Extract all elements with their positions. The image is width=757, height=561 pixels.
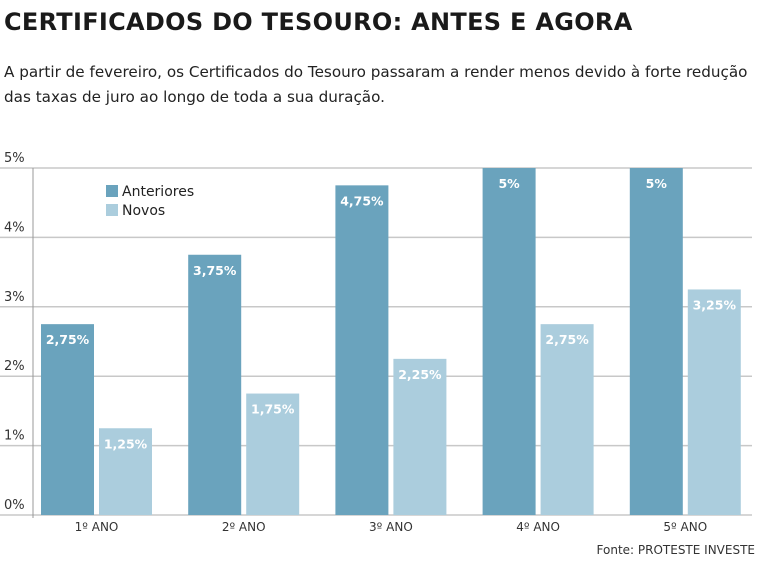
chart-subtitle: A partir de fevereiro, os Certificados d… [4,63,748,106]
bar-anteriores [335,185,389,515]
y-tick-label: 5% [4,151,25,166]
legend-label: Anteriores [122,184,194,200]
y-tick-label: 2% [4,359,25,374]
data-label: 2,25% [398,367,442,382]
x-tick-label: 2º ANO [222,520,266,534]
bar-novos [687,289,741,515]
x-tick-label: 5º ANO [663,520,707,534]
x-tick-label: 3º ANO [369,520,413,534]
data-label: 2,75% [46,332,90,347]
y-tick-label: 4% [4,220,25,235]
bar-novos [246,393,300,515]
bar-anteriores [482,168,536,515]
data-label: 1,25% [104,436,148,451]
data-label: 1,75% [251,402,295,417]
data-label: 4,75% [340,193,384,208]
data-label: 5% [646,176,668,191]
bar-novos [99,428,152,515]
data-label: 3,75% [193,263,237,278]
y-tick-label: 1% [4,429,25,444]
y-tick-label: 3% [4,290,25,305]
bar-novos [540,324,594,515]
legend-label: Novos [122,203,165,219]
bar-anteriores [41,324,94,515]
data-label: 3,25% [693,297,737,312]
chart-title: CERTIFICADOS DO TESOURO: ANTES E AGORA [4,8,633,36]
legend-swatch [106,185,118,197]
bar-anteriores [188,254,242,515]
data-label: 2,75% [545,332,589,347]
source-note: Fonte: PROTESTE INVESTE [596,543,755,557]
legend-swatch [106,204,118,216]
bar-anteriores [629,168,683,515]
y-tick-label: 0% [4,498,25,513]
bar-novos [393,358,447,515]
x-tick-label: 4º ANO [516,520,560,534]
x-tick-label: 1º ANO [75,520,119,534]
data-label: 5% [498,176,520,191]
